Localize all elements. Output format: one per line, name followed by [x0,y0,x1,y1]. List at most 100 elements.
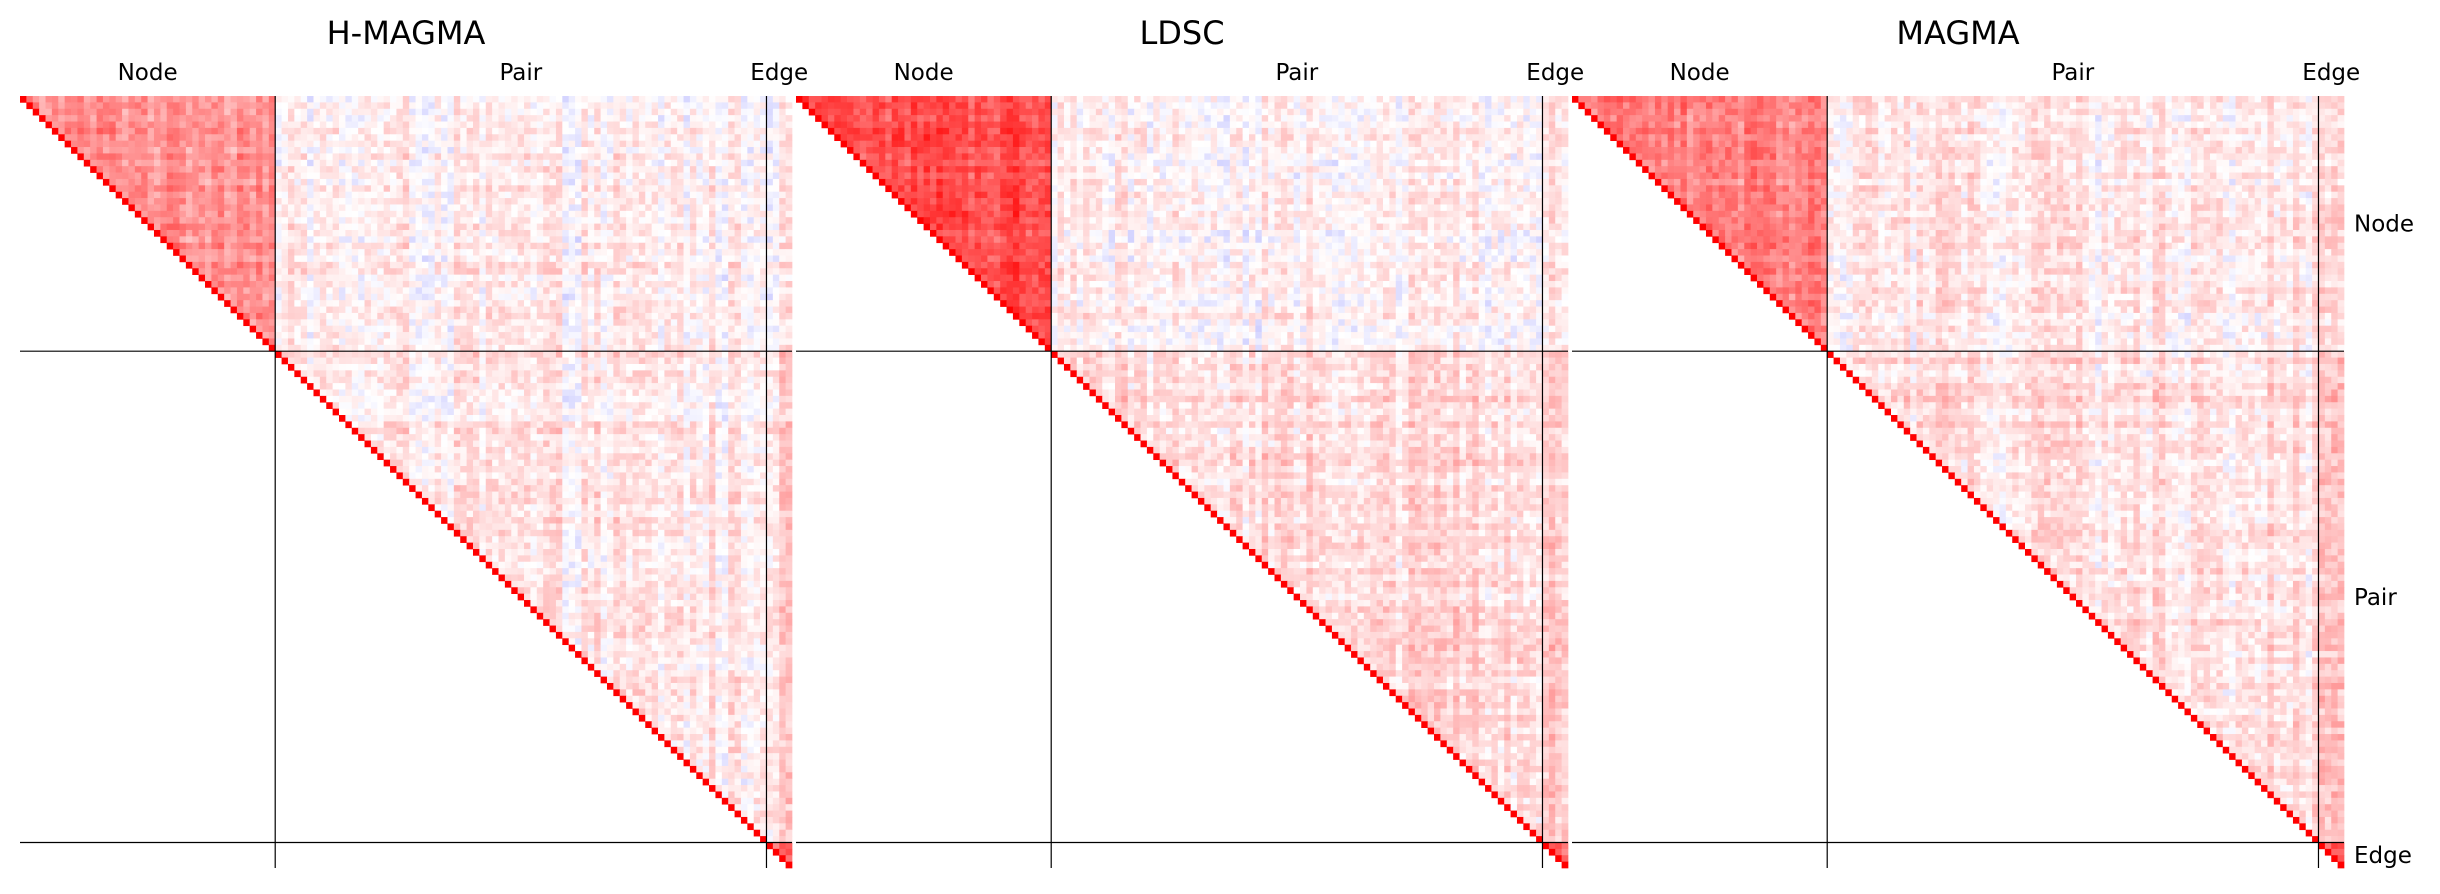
heatmap-cell [568,223,576,231]
heatmap-cell [594,344,601,352]
heatmap-cell [294,255,302,263]
heatmap-cell [664,332,672,339]
heatmap-cell [313,312,321,320]
heatmap-cell [587,159,595,167]
heatmap-cell [345,268,353,275]
heatmap-cell [626,395,633,403]
heatmap-cell [441,249,448,256]
heatmap-cell [606,319,614,327]
heatmap-cell [173,159,180,167]
heatmap-cell [543,383,550,390]
heatmap-cell [485,421,493,429]
heatmap-cell [728,306,735,314]
heatmap-cell [307,274,314,282]
heatmap-cell [511,357,518,365]
heatmap-cell [71,115,78,122]
heatmap-cell [319,389,327,397]
heatmap-cell [358,408,365,416]
heatmap-cell [766,389,774,397]
heatmap-cell [185,185,193,193]
heatmap-cell [779,344,786,352]
heatmap-cell [466,210,474,218]
heatmap-cell [472,204,480,212]
heatmap-cell [498,415,506,422]
heatmap-cell [230,249,238,256]
heatmap-cell [670,370,678,378]
heatmap-cell [243,127,251,135]
heatmap-cell [377,376,385,384]
heatmap-cell [517,236,525,244]
heatmap-cell [294,229,302,237]
heatmap-cell [779,191,786,199]
heatmap-cell [638,102,646,110]
heatmap-cell [358,242,365,250]
heatmap-cell [632,147,640,154]
heatmap-cell [536,319,544,327]
heatmap-cell [358,223,365,231]
heatmap-cell [536,274,544,282]
heatmap-cell [198,134,206,142]
heatmap-cell [517,319,525,327]
heatmap-cell [211,223,219,231]
heatmap-cell [753,178,761,186]
heatmap-cell [326,115,333,122]
heatmap-cell [683,198,691,205]
heatmap-cell [651,159,659,167]
heatmap-cell [779,268,786,275]
heatmap-cell [402,178,410,186]
heatmap-cell [702,281,710,288]
heatmap-cell [728,274,735,282]
heatmap-cell [300,242,308,250]
heatmap-cell [185,191,193,199]
heatmap-cell [689,344,697,352]
heatmap-cell [651,204,659,212]
heatmap-cell [747,96,755,103]
heatmap-cell [728,351,735,358]
heatmap-cell [734,421,742,429]
heatmap-cell [377,293,385,301]
heatmap-cell [396,274,404,282]
heatmap-cell [198,159,206,167]
heatmap-cell [734,325,742,333]
heatmap-cell [702,395,710,403]
heatmap-cell [740,249,748,256]
heatmap-cell [734,96,742,103]
heatmap-cell [466,312,474,320]
heatmap-cell [447,108,455,116]
heatmap-cell [166,96,174,103]
heatmap-cell [779,389,786,397]
heatmap-cell [619,204,627,212]
heatmap-cell [281,223,289,231]
heatmap-cell [358,274,365,282]
heatmap-cell [147,204,155,212]
heatmap-cell [396,408,404,416]
heatmap-cell [128,153,136,161]
heatmap-cell [606,115,614,122]
heatmap-cell [555,204,563,212]
heatmap-cell [262,115,270,122]
heatmap-cell [772,332,780,339]
heatmap-cell [549,338,557,346]
heatmap-cell [709,261,716,269]
heatmap-cell [747,108,755,116]
heatmap-cell [677,121,684,129]
heatmap-cell [249,249,257,256]
heatmap-cell [645,204,652,212]
heatmap-cell [600,319,608,327]
heatmap-cell [760,96,767,103]
heatmap-cell [740,242,748,250]
heatmap-cell [626,153,633,161]
heatmap-cell [166,127,174,135]
heatmap-cell [421,134,429,142]
heatmap-cell [383,351,391,358]
heatmap-cell [453,319,461,327]
heatmap-cell [562,147,570,154]
heatmap-cell [236,261,244,269]
heatmap-cell [383,191,391,199]
heatmap-cell [441,415,448,422]
heatmap-cell [370,325,378,333]
heatmap-cell [447,408,455,416]
heatmap-cell [287,281,295,288]
heatmap-cell [345,319,353,327]
heatmap-cell [619,370,627,378]
